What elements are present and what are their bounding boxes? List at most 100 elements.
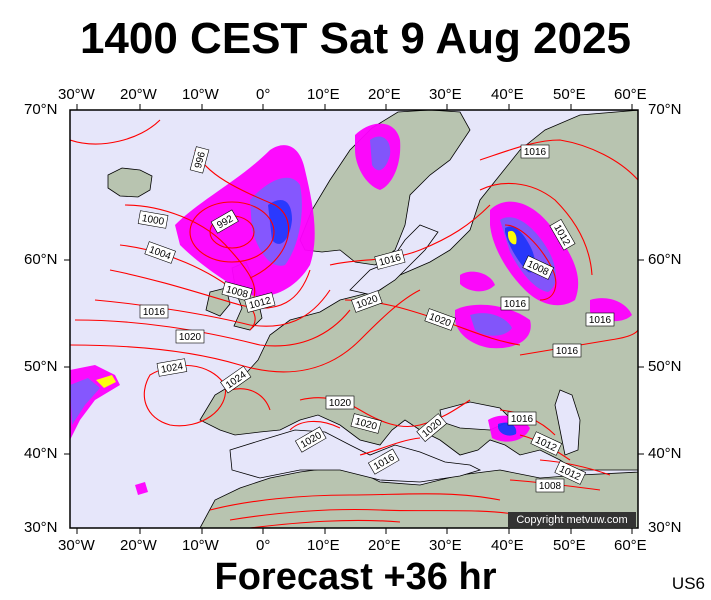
lon-label-top: 0°: [256, 86, 271, 103]
isobar-1024-high: [143, 364, 227, 427]
lat-label-right: 50°N: [648, 358, 682, 375]
lon-label-top: 10°W: [182, 86, 219, 103]
isobar-label: 1012: [549, 218, 576, 251]
svg-text:1000: 1000: [141, 213, 165, 228]
isobar-label: 1016: [552, 343, 582, 358]
map-title: 1400 CEST Sat 9 Aug 2025: [79, 14, 632, 63]
isobar-label: 1000: [137, 210, 169, 229]
isobar-label: 1016: [139, 304, 169, 319]
isobar-label: 1016: [520, 144, 550, 159]
lon-label-bottom: 50°E: [553, 537, 586, 554]
lon-label-top: 50°E: [553, 86, 586, 103]
lat-label-left: 40°N: [24, 445, 58, 462]
isobar-africa-3: [249, 519, 401, 528]
isobar-1020: [70, 289, 421, 373]
lat-label-left: 60°N: [24, 251, 58, 268]
svg-text:1016: 1016: [556, 346, 579, 357]
svg-text:1016: 1016: [589, 315, 612, 326]
isobar-label: 1020: [325, 395, 355, 410]
isobar-1016-balkans: [359, 437, 421, 456]
isobar-1016-north: [70, 119, 161, 145]
lat-label-right: 40°N: [648, 445, 682, 462]
precip-west-atlantic-yellow: [96, 375, 116, 388]
svg-text:1024: 1024: [160, 361, 184, 376]
region-code: US6: [671, 574, 705, 593]
lon-label-bottom: 20°E: [368, 537, 401, 554]
isobar-label: 1008: [535, 478, 565, 493]
isobar-1016: [74, 309, 351, 347]
lat-label-right: 30°N: [648, 519, 682, 536]
precipitation: [70, 123, 632, 495]
isobar-label: 996: [189, 146, 210, 174]
lon-label-top: 20°W: [120, 86, 157, 103]
copyright-box: Copyright metvuw.com: [508, 512, 636, 527]
lon-label-top: 40°E: [491, 86, 524, 103]
lat-label-right: 60°N: [648, 251, 682, 268]
precip-caucasus-core: [498, 422, 517, 436]
isobar-label: 1016: [585, 312, 615, 327]
isobar-africa-2: [229, 508, 521, 521]
lat-label-left: 30°N: [24, 519, 58, 536]
lon-label-bottom: 40°E: [491, 537, 524, 554]
iceland: [107, 167, 153, 198]
isobar-1020-italy: [289, 420, 341, 431]
isobar-996-low: [189, 201, 275, 263]
tick-marks: [64, 104, 644, 534]
svg-text:1016: 1016: [524, 147, 547, 158]
isobar-996: [194, 149, 290, 279]
scandinavia: [299, 110, 471, 266]
isobar-label: 1016: [374, 249, 406, 270]
isobar-1024-south: [229, 388, 271, 411]
isobar-label: 1016: [507, 411, 537, 426]
lat-label-left: 50°N: [24, 358, 58, 375]
lon-label-top: 60°E: [614, 86, 647, 103]
isobar-label: 1008: [221, 281, 253, 302]
lon-label-top: 30°W: [58, 86, 95, 103]
precip-ukraine: [460, 271, 495, 292]
precip-norway-core: [370, 136, 391, 171]
svg-text:1020: 1020: [179, 332, 202, 343]
isobar-1012-south: [539, 459, 611, 476]
lon-label-bottom: 60°E: [614, 537, 647, 554]
lon-label-top: 10°E: [307, 86, 340, 103]
svg-text:1016: 1016: [504, 299, 527, 310]
precip-west-atlantic-core: [70, 378, 100, 425]
precip-iberia-shower: [135, 482, 148, 495]
svg-text:Copyright metvuw.com: Copyright metvuw.com: [516, 514, 627, 526]
lon-label-top: 30°E: [429, 86, 462, 103]
svg-text:1016: 1016: [143, 307, 166, 318]
isobars: [70, 119, 638, 528]
lon-label-bottom: 0°: [256, 537, 271, 554]
isobar-label: 1020: [350, 413, 382, 434]
lat-label-right: 70°N: [648, 101, 682, 118]
lon-label-bottom: 10°W: [182, 537, 219, 554]
lon-label-bottom: 10°E: [307, 537, 340, 554]
svg-text:1020: 1020: [329, 398, 352, 409]
forecast-label: Forecast +36 hr: [214, 556, 497, 598]
isobar-1012-russia: [479, 182, 593, 276]
map-frame: [69, 109, 639, 529]
lon-label-bottom: 20°W: [120, 537, 157, 554]
svg-text:1008: 1008: [539, 481, 562, 492]
isobar-1008: [109, 269, 311, 309]
isobar-1016-scandinavia: [329, 204, 491, 266]
isobar-1016-east: [519, 329, 638, 356]
mediterranean-sea: [229, 429, 482, 483]
isobar-1000: [124, 204, 256, 306]
isobar-africa-1: [209, 493, 501, 511]
isobar-label: 1024: [156, 358, 188, 377]
svg-text:1016: 1016: [511, 414, 534, 425]
isobar-label: 1020: [175, 329, 205, 344]
isobar-label: 1012: [244, 292, 276, 313]
lat-label-left: 70°N: [24, 101, 58, 118]
precip-russia-extreme: [508, 230, 517, 245]
lon-label-bottom: 30°W: [58, 537, 95, 554]
svg-text:996: 996: [193, 150, 208, 169]
isobar-1016-russia: [479, 139, 638, 181]
precip-baltic-east-core: [470, 313, 512, 336]
caspian-sea: [554, 389, 581, 456]
lon-label-top: 20°E: [368, 86, 401, 103]
lon-label-bottom: 30°E: [429, 537, 462, 554]
isobar-label: 1016: [500, 296, 530, 311]
